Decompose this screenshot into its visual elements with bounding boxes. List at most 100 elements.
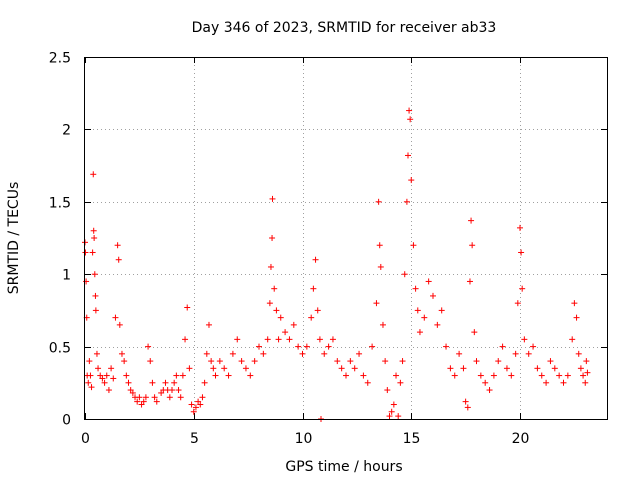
- data-point: [90, 227, 97, 234]
- data-point: [469, 242, 476, 249]
- data-point: [201, 379, 208, 386]
- data-point: [397, 379, 404, 386]
- data-point: [171, 379, 178, 386]
- data-point: [477, 372, 484, 379]
- y-tick-label: 1.5: [49, 196, 71, 212]
- data-point: [103, 372, 110, 379]
- data-point: [179, 372, 186, 379]
- data-point: [210, 365, 217, 372]
- data-point: [299, 350, 306, 357]
- data-point: [338, 365, 345, 372]
- data-point: [584, 369, 591, 376]
- data-point: [369, 343, 376, 350]
- data-point: [382, 358, 389, 365]
- data-point: [290, 321, 297, 328]
- data-point: [575, 350, 582, 357]
- data-point: [256, 343, 262, 350]
- y-tick-label: 2: [62, 123, 71, 139]
- x-tick-label: 0: [81, 431, 90, 447]
- data-point: [543, 379, 550, 386]
- data-point: [343, 372, 349, 379]
- data-point: [482, 379, 489, 386]
- data-point: [116, 321, 123, 328]
- data-point: [495, 358, 502, 365]
- data-point: [464, 404, 471, 411]
- data-point: [269, 195, 276, 202]
- data-point: [316, 336, 323, 343]
- data-point: [517, 224, 523, 231]
- data-point: [403, 198, 410, 205]
- data-point: [125, 379, 132, 386]
- data-point: [508, 372, 515, 379]
- y-tick-label: 0: [62, 413, 71, 429]
- data-point: [376, 242, 383, 249]
- data-point: [282, 329, 289, 336]
- data-point: [564, 372, 571, 379]
- data-point: [121, 358, 128, 365]
- data-point: [91, 235, 98, 241]
- data-point: [364, 379, 371, 386]
- data-point: [525, 350, 532, 357]
- data-point: [142, 394, 149, 401]
- data-point: [430, 292, 436, 299]
- data-point: [547, 358, 554, 365]
- data-point: [93, 350, 100, 357]
- data-point: [99, 375, 106, 382]
- data-point: [560, 379, 567, 386]
- data-point: [269, 235, 276, 241]
- data-point: [556, 372, 563, 379]
- data-point: [91, 271, 98, 278]
- data-point: [166, 394, 173, 401]
- data-point: [184, 304, 191, 311]
- data-point: [90, 171, 97, 178]
- data-point: [267, 263, 274, 270]
- data-point: [486, 387, 493, 394]
- data-point: [173, 372, 180, 379]
- data-point: [438, 307, 445, 314]
- data-point: [538, 372, 545, 379]
- data-point: [351, 365, 358, 372]
- data-point: [388, 408, 395, 415]
- data-point: [86, 358, 93, 365]
- data-point: [89, 249, 96, 256]
- data-point: [434, 321, 441, 328]
- data-point: [188, 401, 195, 408]
- data-point: [325, 343, 332, 350]
- data-point: [273, 307, 280, 314]
- data-point: [247, 372, 254, 379]
- data-point: [260, 350, 267, 357]
- axis-ticks: 0 0.5 1 1.5 2 2.5 0 5 10 15 20: [49, 51, 607, 447]
- data-point: [406, 107, 413, 114]
- data-point: [518, 249, 525, 256]
- data-point: [190, 408, 197, 415]
- data-point: [571, 300, 578, 307]
- y-tick-label: 1: [62, 268, 71, 284]
- data-point: [407, 116, 414, 123]
- data-point: [149, 379, 156, 386]
- data-point: [514, 300, 521, 307]
- data-point: [275, 336, 282, 343]
- data-point: [425, 278, 432, 285]
- data-point: [115, 256, 122, 263]
- data-point: [112, 314, 119, 321]
- data-point: [401, 271, 408, 278]
- data-point: [238, 358, 245, 365]
- data-point: [377, 263, 384, 270]
- data-point: [503, 365, 510, 372]
- data-point: [264, 336, 271, 343]
- data-point: [534, 365, 541, 372]
- data-point: [321, 350, 328, 357]
- data-point: [408, 177, 415, 184]
- data-point: [277, 314, 284, 321]
- data-point: [577, 365, 584, 372]
- data-point: [153, 398, 160, 405]
- x-tick-label: 20: [512, 431, 530, 447]
- data-point: [521, 336, 528, 343]
- data-point: [421, 314, 428, 321]
- data-point: [147, 358, 154, 365]
- data-point: [399, 358, 406, 365]
- data-point: [225, 372, 232, 379]
- plot-frame: [84, 57, 608, 420]
- data-point: [490, 372, 497, 379]
